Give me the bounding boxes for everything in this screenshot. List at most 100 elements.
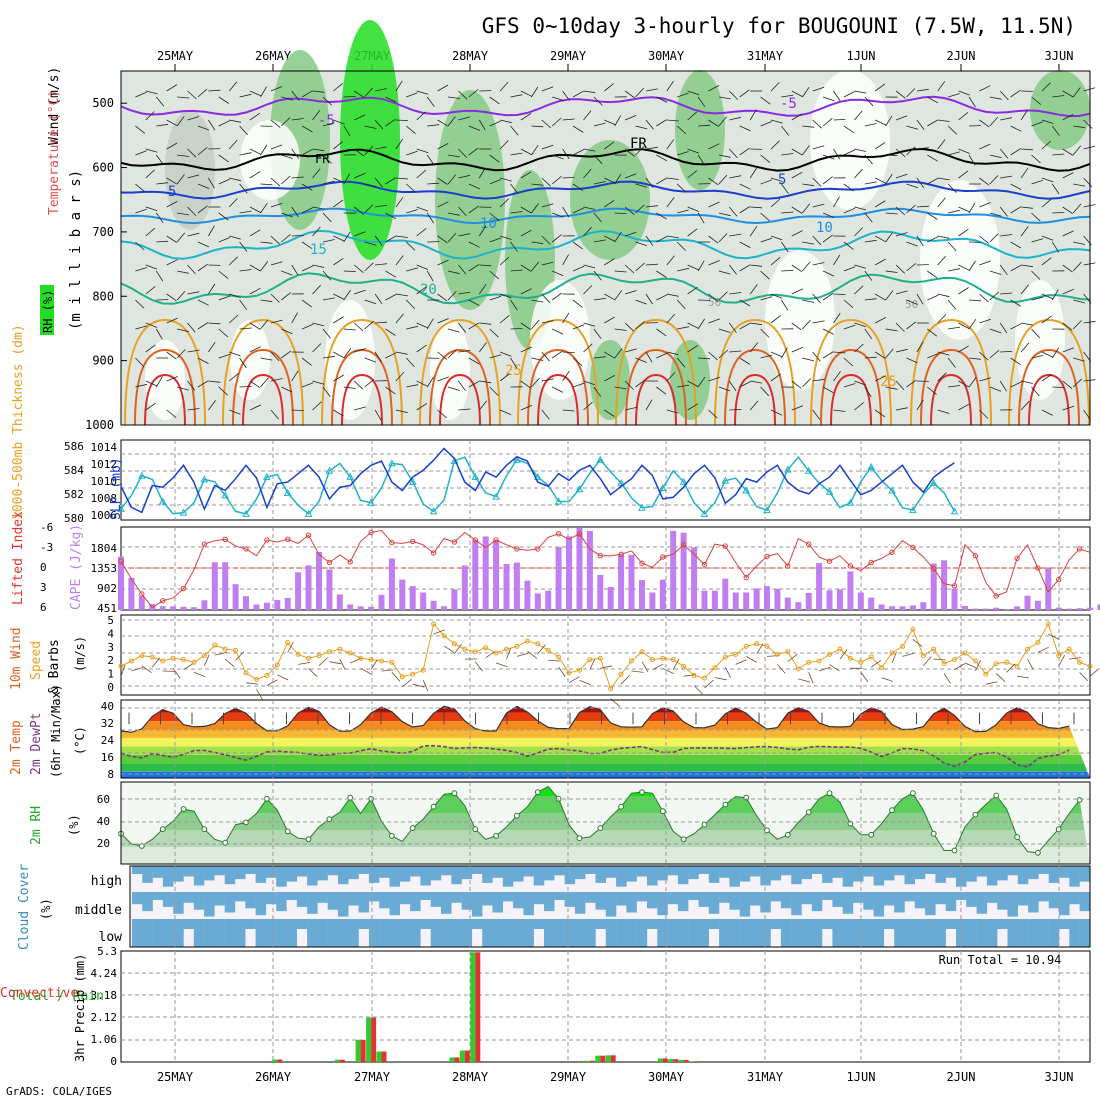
wind-barb: [1010, 357, 1021, 366]
cloud-high: [1007, 866, 1018, 876]
wind-barb: [437, 84, 449, 92]
wind-barb: [177, 154, 190, 157]
cloud-middle: [976, 892, 988, 914]
wind-barb: [875, 119, 887, 126]
wind10m-barb: [402, 678, 412, 688]
wind10m-marker: [785, 649, 791, 655]
wind-barb: [666, 293, 679, 297]
wind-barb: [531, 377, 540, 388]
wind10m-marker: [1025, 646, 1030, 652]
temp-band: [121, 746, 1090, 755]
wind-barb: [531, 203, 539, 214]
wind-barb: [677, 326, 690, 330]
cloud-middle: [204, 892, 215, 917]
cloud-low: [265, 919, 277, 947]
wind-barb: [1020, 284, 1029, 295]
wind-barb: [802, 319, 811, 330]
wind-barb: [958, 228, 969, 237]
rh-marker: [951, 847, 958, 854]
wind-barb: [968, 357, 981, 360]
wind-barb: [583, 90, 596, 94]
wind10m-marker: [347, 650, 353, 656]
wind-barb: [593, 122, 606, 127]
cape-bar: [618, 554, 625, 610]
wind-barb: [687, 264, 699, 271]
wind-barb: [958, 206, 970, 213]
wind-barb: [239, 327, 252, 330]
rh-marker: [972, 811, 979, 818]
wind-barb: [562, 351, 575, 353]
wind-barb: [312, 322, 325, 327]
wind-barb: [270, 378, 283, 382]
wind-barb: [999, 380, 1007, 392]
wind-barb: [447, 386, 460, 391]
wind-barb: [739, 357, 751, 365]
cloud-high: [214, 866, 225, 876]
wind10m-marker: [795, 666, 801, 672]
li-marker: [743, 574, 749, 581]
wind-barb: [270, 86, 283, 92]
thickness-marker: [575, 485, 584, 493]
cloud-low: [616, 919, 627, 947]
wind-barb: [927, 386, 937, 395]
wind-barb: [208, 283, 216, 295]
wind-barb: [187, 174, 200, 179]
wind-barb: [989, 328, 1002, 334]
temp-tick-label: 8: [107, 768, 114, 781]
wind-barb: [822, 234, 834, 243]
cloud-low: [853, 919, 864, 947]
cloud-high: [235, 866, 246, 880]
wind-barb: [583, 226, 592, 237]
cloud-middle: [482, 892, 493, 906]
cape-bar: [868, 597, 875, 610]
wind-barb: [895, 264, 905, 274]
wind-barb: [510, 152, 523, 156]
precip-tick-label: 2.12: [91, 1011, 118, 1024]
wind-barb: [395, 313, 404, 324]
wind10m-marker: [952, 657, 957, 663]
wind-barb: [458, 322, 467, 333]
cape-bar: [701, 590, 708, 610]
cloud-low: [441, 919, 452, 947]
wind-barb: [479, 380, 492, 384]
thickness-marker: [929, 479, 938, 487]
wind-barb: [187, 349, 200, 353]
isotherm-label: -5: [780, 96, 797, 112]
wind-barb: [312, 168, 321, 179]
cloud-high: [1048, 866, 1060, 883]
wind-barb: [562, 370, 570, 382]
cape-bar: [253, 604, 260, 610]
wind10m-marker: [774, 651, 780, 657]
wind-barb: [854, 322, 866, 328]
wind-barb: [624, 231, 637, 237]
wind-barb: [166, 351, 177, 360]
cloud-high: [533, 866, 545, 886]
wind-barb: [499, 351, 512, 357]
wind-barb: [635, 321, 646, 330]
cloud-low: [842, 919, 854, 947]
wind-barb: [750, 206, 763, 209]
wind-barb: [833, 312, 841, 324]
wind-barb: [822, 117, 833, 127]
wind-barb: [906, 204, 916, 214]
wind-barb: [874, 293, 886, 301]
wind10m-marker: [420, 667, 426, 673]
wind10m-marker: [274, 662, 280, 668]
wind-tick-label: 5: [107, 614, 114, 627]
wind-barb: [249, 206, 261, 213]
wind-barb: [291, 409, 304, 411]
li-marker: [493, 537, 499, 543]
cape-bar: [566, 536, 572, 610]
wind-barb: [281, 328, 293, 335]
cloud-middle: [1079, 892, 1091, 912]
wind-barb: [614, 212, 627, 214]
wind-barb: [1010, 89, 1021, 98]
wind-barb: [166, 376, 178, 382]
wind-barb: [718, 349, 729, 359]
wind-barb: [739, 322, 751, 330]
wind-barb: [312, 264, 325, 268]
wind-barb: [697, 376, 706, 388]
wind-barb: [635, 125, 648, 130]
wind-barb: [770, 119, 783, 124]
cape-bar: [190, 607, 197, 610]
